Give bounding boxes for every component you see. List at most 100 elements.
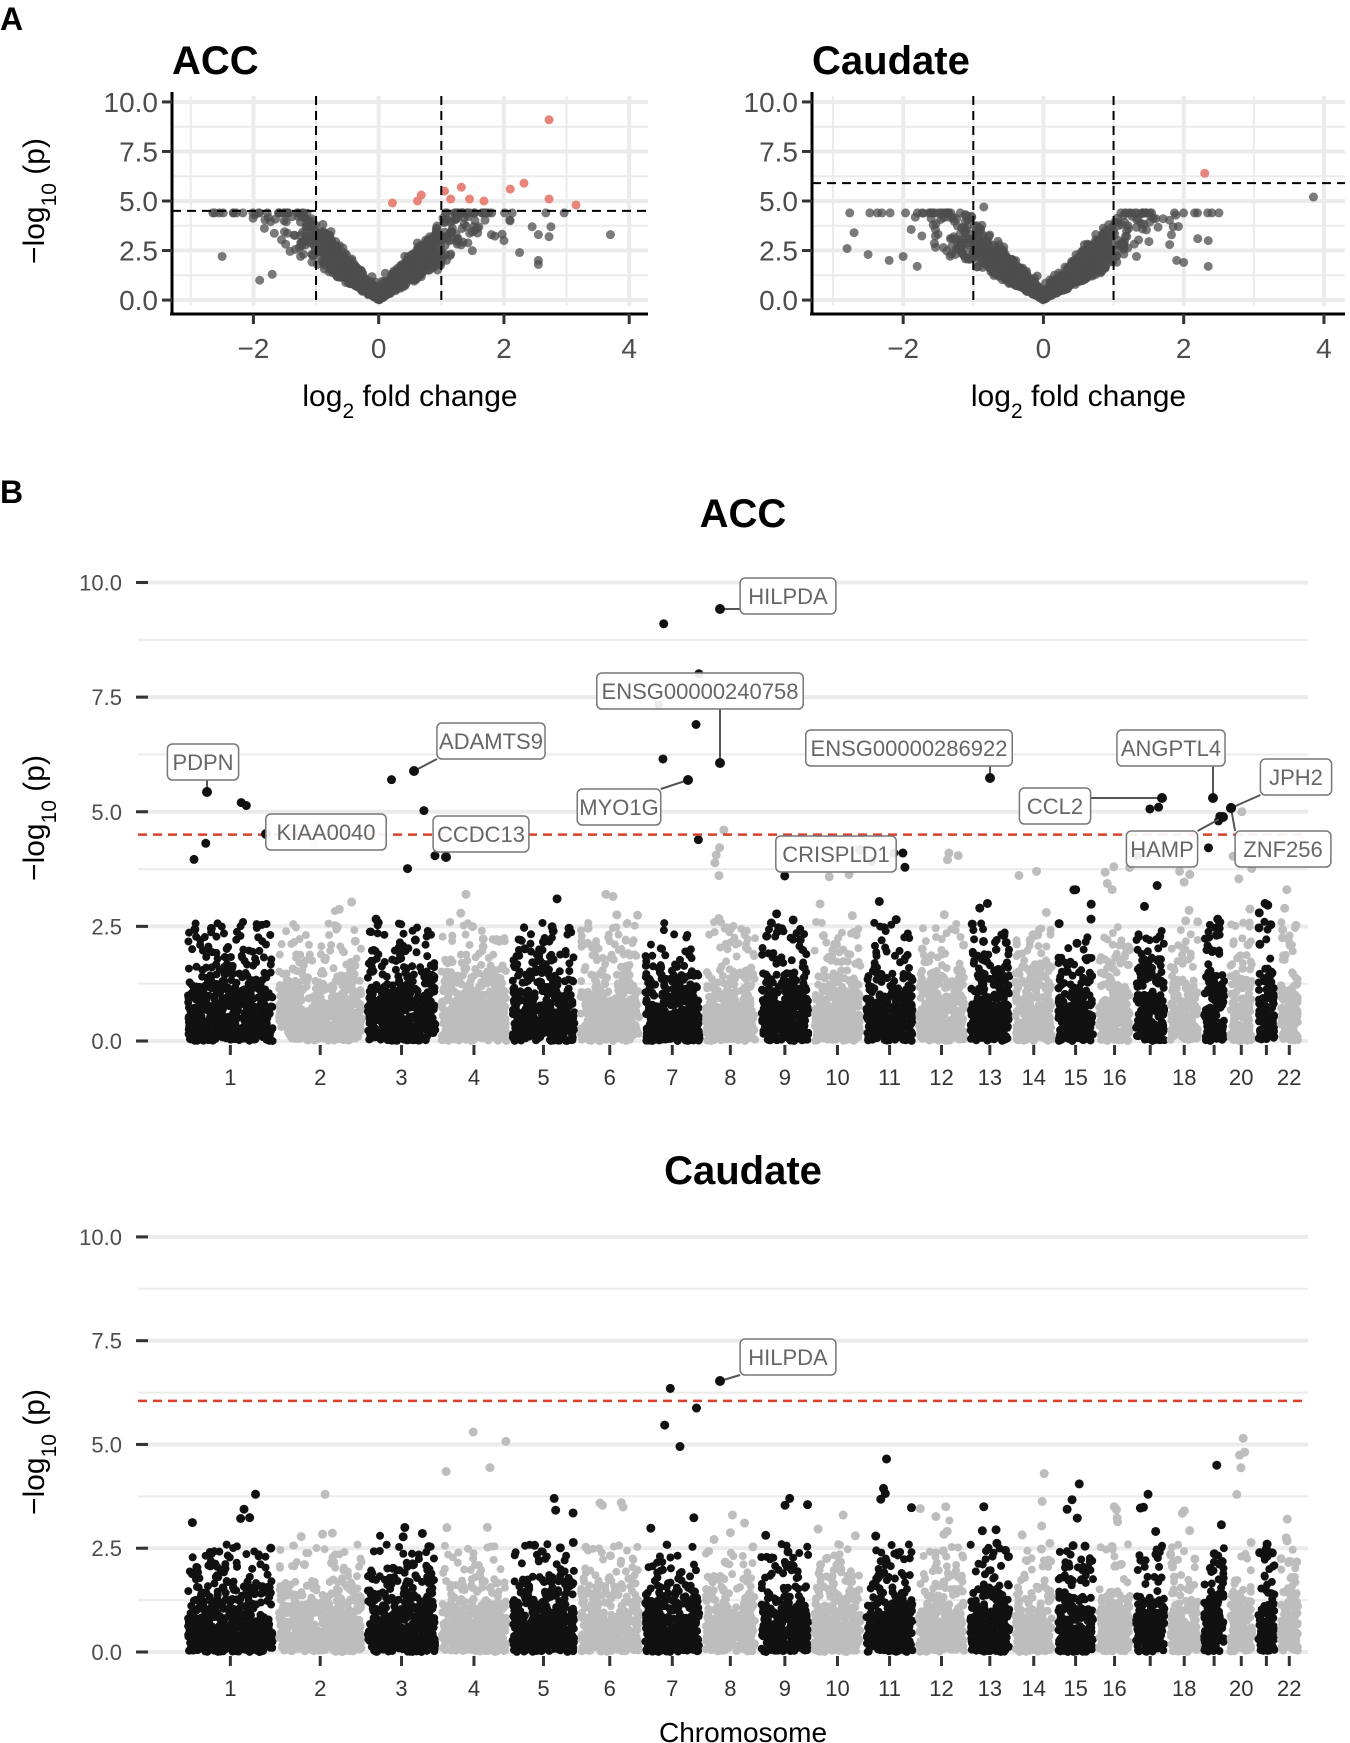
data-point [1167,230,1176,239]
significant-point [545,115,554,124]
panel-letter-b: B [0,474,23,510]
data-point [453,240,462,249]
data-point [302,232,311,241]
data-point [341,278,350,287]
data-point [480,208,489,217]
data-point [390,283,399,292]
x-tick-label: −2 [237,333,269,364]
data-point [280,227,289,236]
data-point [327,262,336,271]
data-point [541,208,550,217]
data-point [293,208,302,217]
data-point [447,227,456,236]
data-point [282,217,291,226]
y-tick-label: 7.5 [119,136,158,167]
data-point [505,216,514,225]
data-point [218,252,227,261]
significant-point [388,198,397,207]
data-point [381,291,390,300]
data-point [474,222,483,231]
significant-point [457,183,466,192]
data-point [435,232,444,241]
data-point [470,208,479,217]
data-point [917,231,926,240]
data-point [545,232,554,241]
data-point [268,270,277,279]
data-point [290,231,299,240]
data-point [534,230,543,239]
data-point [208,208,217,217]
data-point [1114,218,1123,227]
data-point [397,269,406,278]
data-point [263,208,272,217]
data-point [468,246,477,255]
data-point [947,234,956,243]
data-point [238,208,247,217]
data-point [1154,223,1163,232]
point-cloud [843,169,1318,304]
data-point [310,224,319,233]
data-point [546,222,555,231]
data-point [270,229,279,238]
panel-letter-a: A [0,1,23,37]
x-tick-label: 2 [496,333,512,364]
data-point [934,230,943,239]
data-point [515,248,524,257]
x-tick-label: 4 [621,333,637,364]
data-point [445,251,454,260]
data-point [1117,241,1126,250]
data-point [219,208,228,217]
significant-point [446,195,455,204]
y-axis-label: −log10 (p) [18,138,61,264]
data-point [560,208,569,217]
data-point [320,236,329,245]
data-point [439,214,448,223]
y-tick-label: 5.0 [119,186,158,217]
volcano-plot-acc: ACC 0.0 2.5 5.0 7.5 10.0 −2 0 2 4 log2 fold change… [18,39,648,423]
data-point [429,255,438,264]
data-point [886,208,895,217]
data-point [1119,250,1128,259]
data-point [1132,252,1141,261]
data-point [462,222,471,231]
x-axis-label: log2 fold change [302,380,517,423]
data-point [946,252,955,261]
significant-point [519,179,528,188]
data-point [606,230,615,239]
plot-title: Caudate [812,39,970,83]
data-point [865,208,874,217]
significant-point [479,197,488,206]
y-tick-label: 0.0 [119,285,158,316]
data-point [255,276,264,285]
significant-point [571,200,580,209]
data-point [528,222,537,231]
data-point [499,236,508,245]
figure: A B ACC 0.0 2.5 5.0 7.5 10.0 −2 0 2 4 log2 fold ch… [0,0,1350,1743]
data-point [325,253,334,262]
data-point [266,217,275,226]
y-tick-label: 2.5 [119,236,158,267]
data-point [337,257,346,266]
x-tick-label: 0 [371,333,387,364]
data-point [296,217,305,226]
plot-title: ACC [172,39,259,83]
data-point [907,225,916,234]
data-point [400,252,409,261]
data-point [358,285,367,294]
data-point [260,224,269,233]
data-point [229,208,238,217]
data-point [254,208,263,217]
y-tick-label: 10.0 [104,87,159,118]
data-point [845,208,854,217]
data-point [534,256,543,265]
data-point [299,250,308,259]
data-point [487,230,496,239]
significant-point [417,191,426,200]
significant-point [465,195,474,204]
data-point [1207,208,1216,217]
significant-point [545,195,554,204]
data-point [371,292,380,301]
data-point [901,208,910,217]
data-point [1190,208,1199,217]
